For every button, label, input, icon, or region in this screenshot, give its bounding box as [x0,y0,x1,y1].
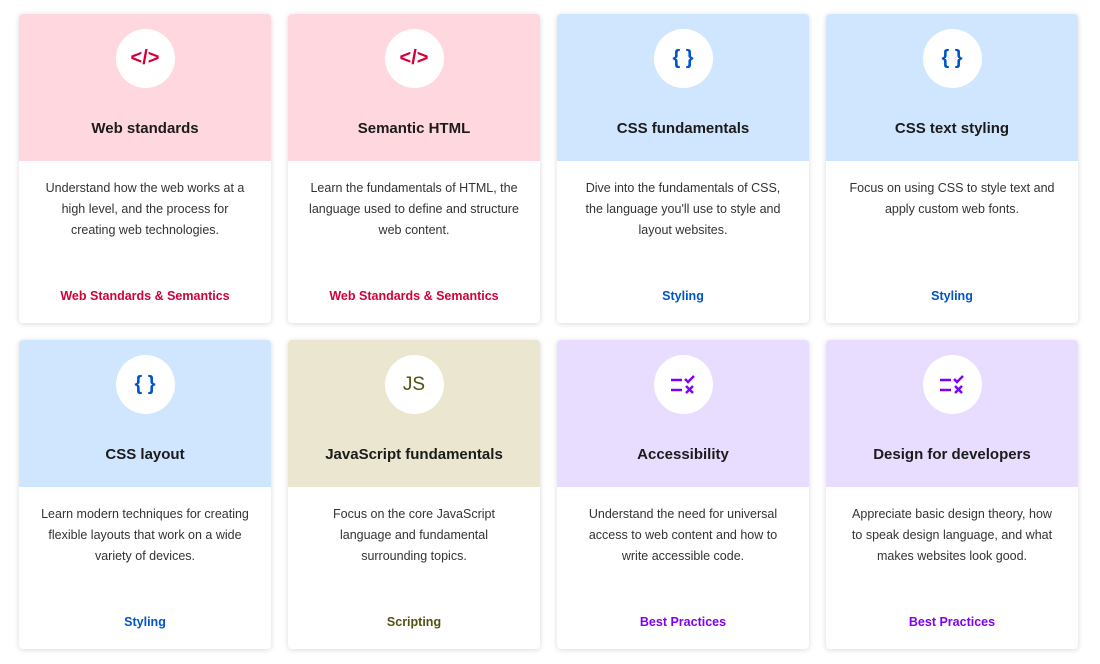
card-header: { } CSS fundamentals [557,14,809,161]
card-header: Accessibility [557,340,809,487]
card-category-tag[interactable]: Web Standards & Semantics [60,289,230,303]
card-category-tag[interactable]: Styling [931,289,973,303]
course-card[interactable]: { } CSS text styling Focus on using CSS … [826,14,1078,323]
card-header: Design for developers [826,340,1078,487]
curly-braces-icon: { } [653,29,713,88]
card-category-tag[interactable]: Scripting [386,615,442,629]
card-title[interactable]: CSS layout [105,446,185,463]
card-title[interactable]: Semantic HTML [357,120,471,137]
course-card-grid: </> Web standards Understand how the web… [19,14,1078,649]
course-card[interactable]: { } CSS layout Learn modern techniques f… [19,340,271,649]
card-description: Understand how the web works at a high l… [45,181,245,237]
card-description: Dive into the fundamentals of CSS, the l… [585,181,781,237]
card-title[interactable]: CSS text styling [894,120,1010,137]
card-description: Learn modern techniques for creating fle… [41,507,249,563]
card-category-tag[interactable]: Best Practices [908,615,996,629]
card-title[interactable]: CSS fundamentals [616,120,750,137]
card-header: </> Semantic HTML [288,14,540,161]
card-category-tag[interactable]: Web Standards & Semantics [329,289,499,303]
card-title[interactable]: Design for developers [873,446,1031,463]
curly-braces-icon: { } [115,355,175,414]
code-icon: </> [115,29,175,88]
card-title[interactable]: JavaScript fundamentals [325,446,503,463]
checklist-icon [922,355,982,414]
card-header: { } CSS layout [19,340,271,487]
card-title[interactable]: Accessibility [637,446,729,463]
course-card[interactable]: Accessibility Understand the need for un… [557,340,809,649]
card-title[interactable]: Web standards [91,120,199,137]
curly-braces-icon: { } [922,29,982,88]
course-card[interactable]: </> Web standards Understand how the web… [19,14,271,323]
card-header: </> Web standards [19,14,271,161]
code-icon: </> [384,29,444,88]
course-card[interactable]: Design for developers Appreciate basic d… [826,340,1078,649]
course-card[interactable]: </> Semantic HTML Learn the fundamentals… [288,14,540,323]
card-description: Appreciate basic design theory, how to s… [851,507,1053,563]
card-category-tag[interactable]: Styling [124,615,166,629]
checklist-icon [653,355,713,414]
course-card[interactable]: { } CSS fundamentals Dive into the funda… [557,14,809,323]
course-card[interactable]: JS JavaScript fundamentals Focus on the … [288,340,540,649]
card-description: Focus on the core JavaScript language an… [333,507,495,563]
card-header: JS JavaScript fundamentals [288,340,540,487]
card-header: { } CSS text styling [826,14,1078,161]
card-category-tag[interactable]: Styling [662,289,704,303]
card-category-tag[interactable]: Best Practices [639,615,727,629]
card-description: Learn the fundamentals of HTML, the lang… [309,181,519,237]
js-icon: JS [384,355,444,414]
card-description: Focus on using CSS to style text and app… [849,181,1055,216]
card-description: Understand the need for universal access… [588,507,778,563]
